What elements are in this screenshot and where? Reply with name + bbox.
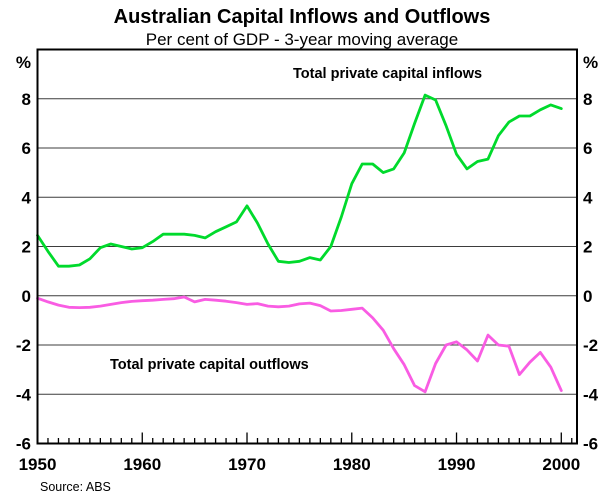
y-axis-tick-label: -4 [583,385,599,404]
y-axis-tick-label: 2 [22,238,31,257]
outflows-series-label: Total private capital outflows [110,357,309,373]
y-axis-unit-right: % [583,53,598,72]
inflows-line [36,93,563,268]
x-axis-tick-label: 1980 [333,455,371,474]
y-axis-tick-label: 0 [583,287,592,306]
y-axis-labels-right: -6 -4 -2 0 2 4 6 8 [583,90,599,454]
x-axis-tick-label: 1990 [438,455,476,474]
y-axis-tick-label: 2 [583,238,592,257]
y-axis-labels-left: -6 -4 -2 0 2 4 6 8 [16,90,32,454]
y-axis-unit-left: % [16,53,31,72]
chart-title: Australian Capital Inflows and Outflows [114,6,491,28]
x-axis-ticks [47,432,573,444]
x-axis-tick-label: 1950 [19,455,57,474]
inflows-series-label: Total private capital inflows [293,66,482,82]
gridlines [37,98,577,395]
y-axis-tick-label: 8 [22,90,31,109]
y-axis-tick-label: 6 [22,139,31,158]
y-axis-tick-label: 4 [583,188,593,207]
y-axis-tick-label: -6 [583,435,598,454]
y-axis-tick-label: -6 [16,435,31,454]
x-axis-labels: 1950 1960 1970 1980 1990 2000 [19,455,581,474]
y-axis-tick-label: -2 [16,336,31,355]
chart-subtitle: Per cent of GDP - 3-year moving average [146,30,458,49]
y-axis-tick-label: -4 [16,385,32,404]
x-axis-tick-label: 1960 [123,455,161,474]
y-axis-tick-label: 6 [583,139,592,158]
y-axis-tick-label: 0 [22,287,31,306]
data-lines [36,93,563,394]
y-axis-tick-label: -2 [583,336,598,355]
y-axis-tick-label: 4 [22,188,32,207]
source-note: Source: ABS [40,480,111,494]
x-axis-tick-label: 2000 [542,455,580,474]
x-axis-tick-label: 1970 [228,455,266,474]
outflows-line [36,295,563,394]
y-axis-tick-label: 8 [583,90,592,109]
plot-border [36,48,578,445]
